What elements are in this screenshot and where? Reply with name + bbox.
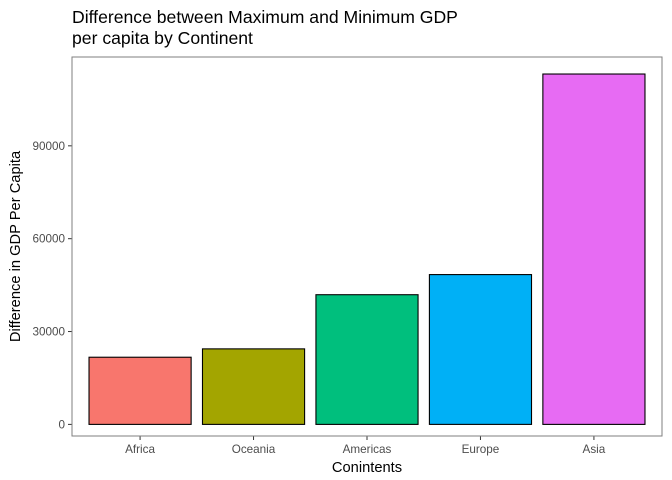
bar-africa xyxy=(88,356,192,425)
y-tick-label: 30000 xyxy=(32,326,65,339)
y-tick-label: 90000 xyxy=(32,140,65,153)
bar-oceania xyxy=(201,348,306,425)
chart-title-line-2: per capita by Continent xyxy=(72,28,253,48)
panel-border xyxy=(71,56,663,437)
bar-americas xyxy=(315,294,419,425)
x-tick-label-europe: Europe xyxy=(462,443,500,456)
bar-europe xyxy=(428,274,533,425)
bar-asia xyxy=(542,73,646,425)
chart-title-line-1: Difference between Maximum and Minimum G… xyxy=(72,7,458,27)
x-axis-title: Conintents xyxy=(332,460,402,476)
x-tick-label-americas: Americas xyxy=(343,443,392,456)
x-tick-label-oceania: Oceania xyxy=(232,443,276,456)
y-tick-label: 0 xyxy=(58,418,65,431)
x-tick-label-africa: Africa xyxy=(125,443,155,456)
y-axis-title: Difference in GDP Per Capita xyxy=(8,150,24,342)
plot-area: 0 30000 60000 90000 Africa Oceania Americas Eur… xyxy=(32,73,646,456)
x-tick-label-asia: Asia xyxy=(583,443,606,456)
y-tick-label: 60000 xyxy=(32,233,65,246)
